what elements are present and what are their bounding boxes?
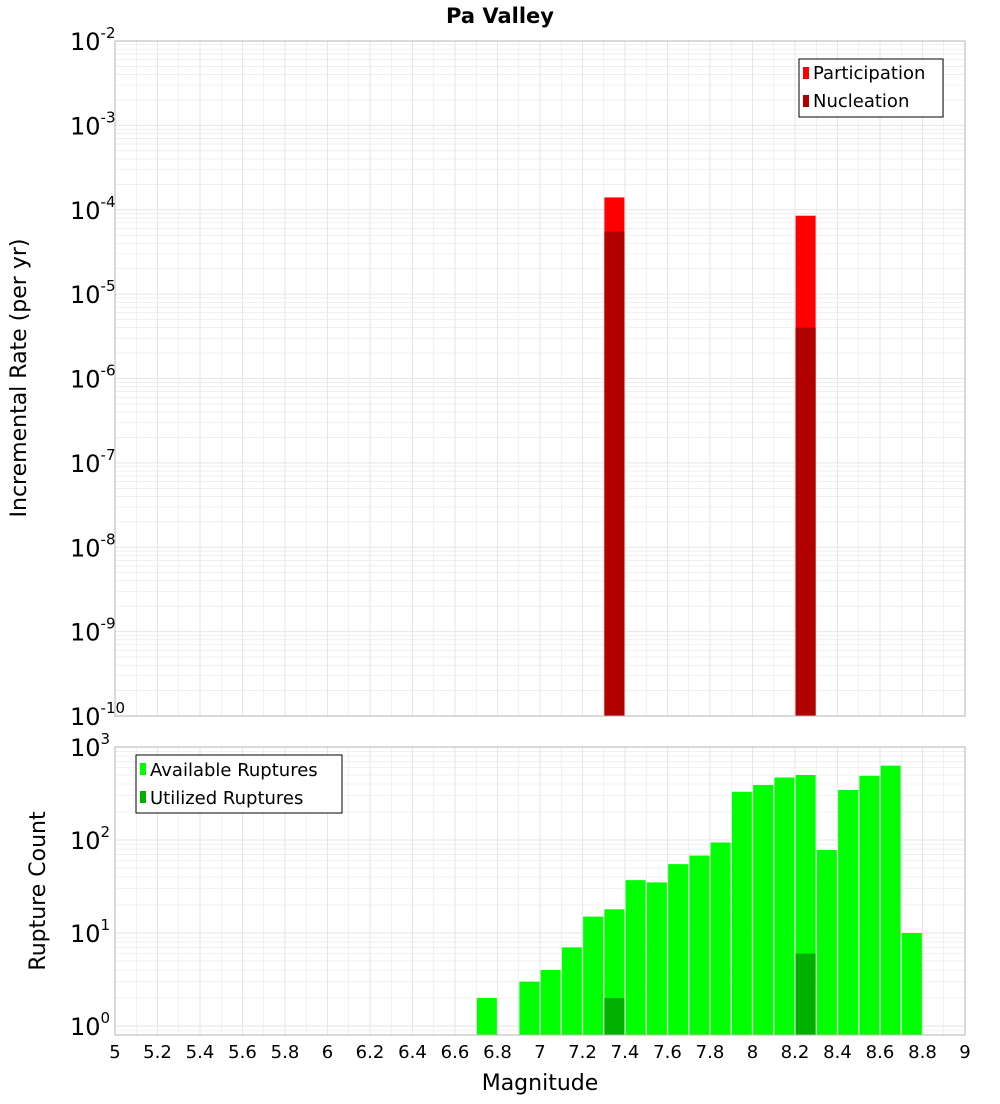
utilized-legend-swatch	[140, 791, 146, 803]
count-bar-available-ruptures	[668, 864, 689, 1035]
count-bar-utilized-ruptures	[604, 997, 625, 1035]
count-bar-available-ruptures	[731, 791, 752, 1035]
rate-panel: 10-10 10-9 10-8 10-7 10-6 10-5 10-4 10-3 10-2 In…	[7, 24, 966, 731]
rate-bar-nucleation	[795, 327, 816, 716]
available-legend-swatch	[140, 763, 146, 775]
count-bar-available-ruptures	[816, 850, 837, 1035]
rate-y-tick-label: 10-8	[70, 530, 116, 562]
count-y-tick-label: 100	[70, 1009, 110, 1041]
rate-y-ticks: 10-10 10-9 10-8 10-7 10-6 10-5 10-4 10-3 10-2	[70, 24, 125, 731]
participation-legend-label: Participation	[813, 63, 925, 84]
x-tick-label: 5.6	[228, 1042, 257, 1063]
count-plot-frame	[114, 746, 966, 1036]
count-bar-available-ruptures	[859, 775, 880, 1035]
x-tick-label: 7.2	[568, 1042, 597, 1063]
count-bar-available-ruptures	[625, 880, 646, 1035]
count-bar-available-ruptures	[838, 789, 859, 1035]
x-tick-label: 5.2	[143, 1042, 172, 1063]
x-tick-label: 7.6	[653, 1042, 682, 1063]
x-tick-label: 8.6	[866, 1042, 895, 1063]
count-bar-available-ruptures	[774, 777, 795, 1035]
count-bar-available-ruptures	[583, 916, 604, 1035]
count-y-tick-label: 101	[70, 916, 110, 948]
chart-title: Pa Valley	[446, 4, 554, 28]
nucleation-legend-swatch	[803, 95, 809, 107]
x-tick-label: 6.2	[356, 1042, 385, 1063]
rate-y-tick-label: 10-2	[70, 24, 116, 56]
count-panel: 100 101 102 103 Rupture Count Available Rup…	[26, 730, 966, 1041]
count-bar-available-ruptures	[561, 947, 582, 1035]
count-bar-available-ruptures	[646, 882, 667, 1035]
x-tick-label: 9	[959, 1042, 970, 1063]
x-tick-label: 6.6	[441, 1042, 470, 1063]
x-tick-label: 6.4	[398, 1042, 427, 1063]
count-legend-box	[135, 754, 343, 814]
participation-legend-swatch	[803, 67, 809, 79]
rate-plot-frame	[114, 40, 966, 717]
utilized-legend-label: Utilized Ruptures	[150, 788, 303, 809]
x-tick-label: 7	[534, 1042, 545, 1063]
x-tick-label: 8.4	[823, 1042, 852, 1063]
rate-y-tick-label: 10-7	[70, 446, 116, 478]
count-bar-available-ruptures	[753, 785, 774, 1035]
count-y-tick-label: 102	[70, 823, 110, 855]
x-tick-label: 5	[109, 1042, 120, 1063]
count-bar-available-ruptures	[880, 765, 901, 1035]
x-tick-label: 5.4	[186, 1042, 215, 1063]
x-tick-label: 5.8	[271, 1042, 300, 1063]
count-y-ticks: 100 101 102 103	[70, 730, 110, 1041]
count-bars	[476, 765, 922, 1035]
count-bar-available-ruptures	[689, 855, 710, 1035]
x-axis-ticks: 5 5.2 5.4 5.6 5.8 6 6.2 6.4 6.6 6.8 7 7.2 7.4 7.6 7.8 8…	[109, 1042, 970, 1063]
x-tick-label: 6	[322, 1042, 333, 1063]
available-legend-label: Available Ruptures	[150, 760, 318, 781]
count-bar-available-ruptures	[710, 842, 731, 1035]
count-bar-available-ruptures	[519, 981, 540, 1035]
count-bar-available-ruptures	[540, 969, 561, 1035]
rate-y-tick-label: 10-4	[70, 193, 116, 225]
x-tick-label: 8	[747, 1042, 758, 1063]
x-tick-label: 7.8	[696, 1042, 725, 1063]
rate-bars	[604, 197, 816, 717]
rate-bar-nucleation	[604, 231, 625, 716]
rate-y-tick-label: 10-9	[70, 615, 116, 647]
rate-gridlines	[114, 41, 966, 717]
rate-y-axis-label: Incremental Rate (per yr)	[7, 239, 32, 518]
count-bar-available-ruptures	[476, 997, 497, 1035]
rate-y-tick-label: 10-5	[70, 277, 116, 309]
x-tick-label: 6.8	[483, 1042, 512, 1063]
rate-legend: Participation Nucleation	[798, 58, 944, 118]
x-axis-label: Magnitude	[482, 1071, 599, 1096]
rate-legend-box	[798, 58, 944, 118]
rate-y-tick-label: 10-6	[70, 362, 116, 394]
count-y-axis-label: Rupture Count	[26, 811, 51, 971]
count-y-tick-label: 103	[70, 730, 110, 762]
count-bar-utilized-ruptures	[795, 953, 816, 1035]
x-tick-label: 7.4	[611, 1042, 640, 1063]
rate-y-tick-label: 10-3	[70, 108, 116, 140]
count-bar-available-ruptures	[901, 932, 922, 1035]
x-tick-label: 8.2	[781, 1042, 810, 1063]
rate-y-tick-label: 10-10	[70, 699, 125, 731]
x-tick-label: 8.8	[908, 1042, 937, 1063]
nucleation-legend-label: Nucleation	[813, 91, 909, 112]
count-legend: Available Ruptures Utilized Ruptures	[135, 754, 343, 814]
